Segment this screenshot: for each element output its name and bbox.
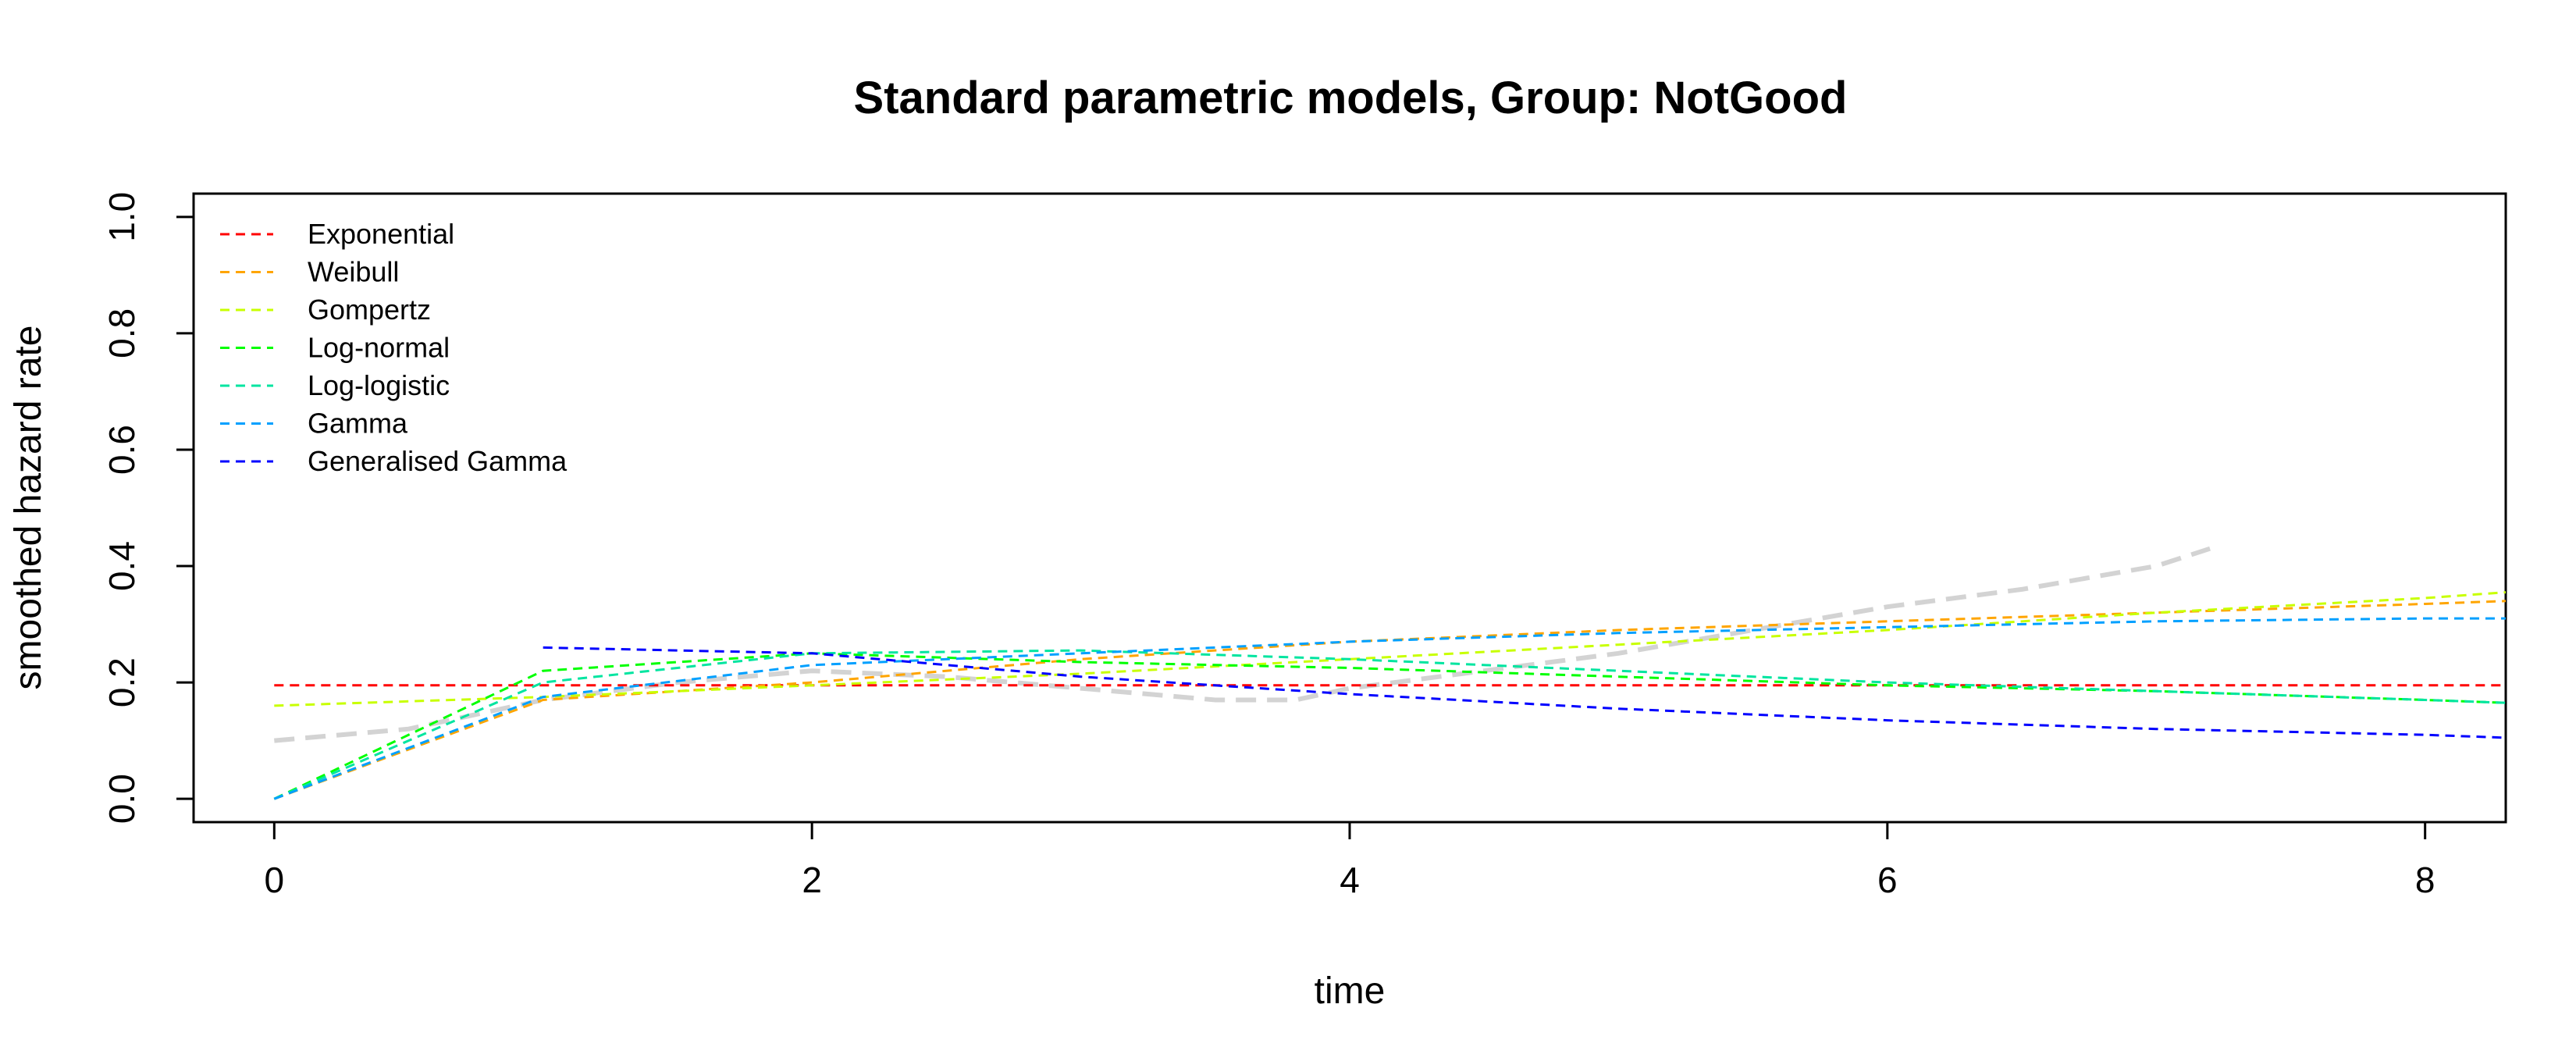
legend-label-weibull: Weibull (308, 256, 399, 288)
legend-label-gompertz: Gompertz (308, 294, 431, 326)
legend-label-log-normal: Log-normal (308, 332, 450, 364)
series-line-gamma (273, 617, 2506, 800)
y-tick-label: 1.0 (101, 192, 142, 242)
empirical-hazard-line (274, 546, 2211, 743)
series-layer (273, 546, 2507, 800)
series-line-gompertz (274, 591, 2507, 707)
series-line-weibull (273, 600, 2507, 800)
x-axis-label: time (1315, 970, 1386, 1012)
y-tick-label: 0.2 (101, 657, 142, 707)
y-tick-label: 0.0 (101, 774, 142, 824)
x-tick-label: 2 (802, 860, 822, 900)
x-tick-label: 0 (265, 860, 285, 900)
x-tick-label: 4 (1340, 860, 1360, 900)
x-tick-label: 8 (2415, 860, 2435, 900)
legend-label-generalised-gamma: Generalised Gamma (308, 445, 568, 477)
series-line-generalised-gamma (543, 646, 2507, 739)
legend-label-exponential: Exponential (308, 218, 454, 250)
x-axis: 0 2 4 6 8 (265, 821, 2435, 900)
legend: Exponential Weibull Gompertz Log-normal Log-… (220, 218, 568, 477)
y-axis: 0.0 0.2 0.4 0.6 0.8 1.0 (101, 192, 195, 824)
plot-frame (192, 192, 2507, 824)
y-tick-label: 0.6 (101, 425, 142, 475)
x-tick-label: 6 (1877, 860, 1898, 900)
series-line-log-normal (273, 652, 2507, 800)
y-tick-label: 0.8 (101, 308, 142, 358)
series-line-log-logistic (273, 649, 2507, 800)
chart-title: Standard parametric models, Group: NotGo… (854, 73, 1848, 123)
y-tick-label: 0.4 (101, 541, 142, 591)
y-axis-label: smoothed hazard rate (8, 326, 49, 690)
legend-label-gamma: Gamma (308, 408, 408, 440)
legend-label-log-logistic: Log-logistic (308, 369, 450, 401)
